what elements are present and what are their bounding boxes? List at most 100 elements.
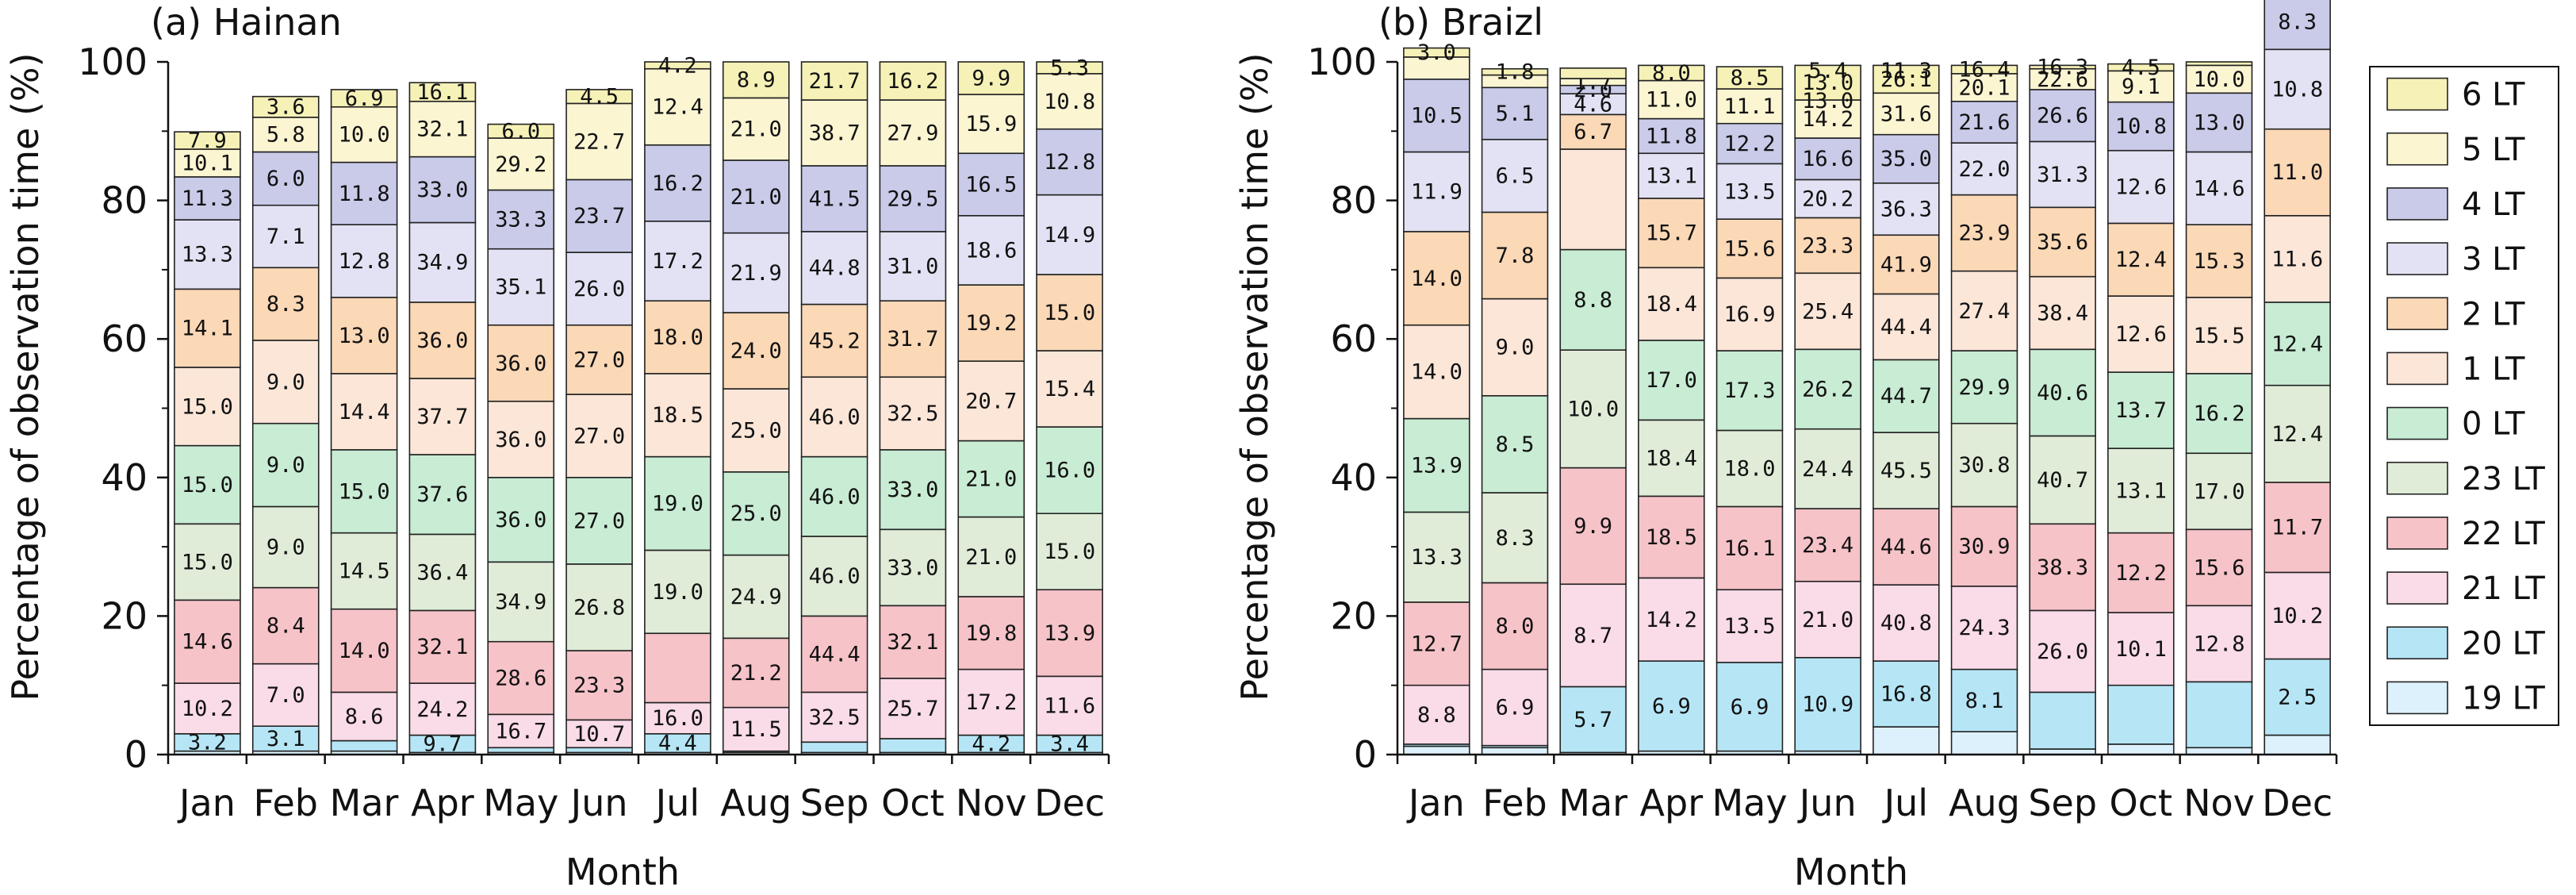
bar-segment-aug-5lt — [722, 97, 790, 161]
bar-data-label: 10.0 — [339, 123, 390, 148]
bar-data-label: 13.1 — [1646, 164, 1697, 189]
bar-data-label: 10.2 — [182, 697, 233, 721]
bar-segment-sep-20lt — [2029, 691, 2096, 750]
bar-data-label: 8.0 — [1652, 61, 1691, 86]
bar-data-label: 36.0 — [495, 428, 546, 452]
bar-segment-oct-22lt — [879, 605, 947, 679]
bar-data-label: 14.0 — [1411, 360, 1462, 385]
bar-data-label: 46.0 — [809, 485, 861, 509]
bar-data-label: 29.5 — [887, 186, 938, 211]
bar-segment-jun-4lt — [1794, 137, 1861, 181]
bar-segment-may-0lt — [487, 476, 555, 563]
bar-segment-jul-21lt — [1873, 584, 1940, 662]
bar-segment-sep-21lt — [2029, 609, 2096, 693]
bar-segment-jul-3lt — [1873, 182, 1940, 236]
bar-data-label: 12.4 — [2115, 248, 2167, 272]
bar-segment-feb-4lt — [1481, 86, 1549, 140]
bar-segment-jan-23lt — [1403, 511, 1470, 603]
bar-data-label: 23.9 — [1958, 221, 2010, 246]
bar-data-label: 21.9 — [730, 261, 782, 286]
bar-segment-dec-20lt — [2264, 658, 2331, 736]
bar-data-label: 16.8 — [1880, 682, 1932, 707]
bar-data-label: 13.3 — [1411, 545, 1462, 570]
bar-segment-feb-1lt — [1481, 298, 1549, 397]
panel-a-plot: 3.210.214.615.015.015.014.113.311.310.17… — [78, 40, 1110, 824]
bar-data-label: 32.1 — [416, 635, 468, 659]
bar-segment-aug-21lt — [722, 706, 790, 752]
bar-data-label: 18.4 — [1646, 292, 1697, 317]
bar-segment-aug-4lt — [1950, 100, 2018, 144]
bar-data-label: 24.4 — [1802, 457, 1853, 482]
bar-data-label: 8.7 — [1574, 624, 1612, 648]
bar-data-label: 5.1 — [1496, 102, 1535, 126]
bar-data-label: 23.4 — [1802, 533, 1853, 558]
bar-segment-aug-3lt — [1950, 142, 2018, 196]
bar-data-label: 13.0 — [1802, 89, 1853, 113]
bar-data-label: 27.0 — [573, 348, 625, 372]
bar-data-label: 9.0 — [266, 536, 305, 560]
bar-data-label: 6.0 — [501, 119, 540, 144]
bar-segment-aug-6lt — [722, 61, 790, 99]
bar-data-label: 7.9 — [188, 129, 227, 153]
legend-swatch — [2386, 351, 2448, 386]
bar-data-label: 36.4 — [416, 560, 468, 585]
bar-segment-may-20lt — [1715, 662, 1784, 752]
bar-data-label: 24.3 — [1958, 616, 2010, 640]
x-tick-label: Feb — [254, 782, 318, 824]
bar-segment-sep-21lt — [800, 691, 868, 743]
bar-segment-aug-2lt — [722, 312, 790, 390]
bar-data-label: 10.5 — [1411, 104, 1462, 129]
bar-segment-aug-22lt — [1950, 505, 2018, 587]
bar-segment-apr-22lt — [1638, 495, 1705, 579]
bar-data-label: 20.7 — [965, 389, 1017, 413]
bar-data-label: 13.0 — [339, 324, 390, 348]
bar-segment-jun-4lt — [565, 179, 633, 253]
bar-segment-jul-0lt — [644, 455, 711, 551]
bar-data-label: 7.1 — [266, 225, 305, 249]
bar-segment-dec-21lt — [1036, 675, 1103, 736]
bar-data-label: 31.6 — [1880, 102, 1932, 126]
legend-swatch — [2386, 406, 2448, 440]
x-tick-label: Jul — [654, 782, 700, 824]
bar-segment-aug-1lt — [722, 388, 790, 473]
bar-data-label: 9.0 — [266, 453, 305, 478]
legend-label: 5 LT — [2462, 132, 2525, 168]
legend-label: 19 LT — [2462, 680, 2545, 716]
bar-data-label: 4.2 — [972, 732, 1010, 756]
bar-segment-apr-6lt — [1638, 64, 1705, 82]
bar-segment-may-2lt — [1715, 218, 1784, 279]
bar-data-label: 14.6 — [182, 630, 233, 655]
legend-label: 3 LT — [2462, 241, 2525, 278]
bar-data-label: 21.0 — [730, 117, 782, 142]
bar-data-label: 33.0 — [887, 555, 938, 580]
bar-data-label: 4.6 — [1574, 92, 1612, 117]
bar-data-label: 21.2 — [730, 661, 782, 686]
bar-segment-oct-23lt — [2107, 448, 2175, 534]
bar-segment-feb-4lt — [251, 151, 320, 206]
bar-segment-oct-21lt — [2107, 612, 2175, 686]
bar-data-label: 11.6 — [1044, 693, 1095, 718]
bar-segment-dec-4lt — [2264, 0, 2331, 51]
bar-data-label: 9.9 — [1574, 514, 1612, 539]
bar-data-label: 34.9 — [495, 590, 546, 615]
bar-data-label: 13.9 — [1411, 454, 1462, 478]
bar-segment-nov-6lt — [2185, 61, 2253, 67]
bar-segment-mar-20lt — [1559, 686, 1627, 754]
bar-data-label: 6.9 — [1731, 695, 1769, 720]
bar-segment-dec-19lt — [2264, 734, 2331, 755]
bar-segment-apr-1lt — [408, 378, 477, 455]
bar-segment-jan-4lt — [1403, 79, 1470, 153]
bar-data-label: 32.1 — [887, 630, 938, 655]
legend: 6 LT 5 LT 4 LT 3 LT 2 LT 1 LT 0 LT 23 LT 22 LT 21… — [2369, 66, 2559, 726]
bar-data-label: 1.8 — [1496, 60, 1535, 85]
bar-data-label: 8.8 — [1574, 288, 1612, 313]
legend-swatch — [2386, 461, 2448, 495]
panel-b-plot: 8.8 12.7 13.3 13.9 14.0 14.0 11.9 10.5 3.0 6.9 8.0… — [1307, 0, 2338, 824]
bar-segment-oct-19lt — [2107, 743, 2175, 755]
bar-data-label: 10.2 — [2271, 604, 2323, 628]
bar-data-label: 9.0 — [1496, 336, 1535, 360]
bar-data-label: 11.5 — [730, 717, 782, 742]
bar-data-label: 5.3 — [1050, 56, 1089, 80]
x-tick-label: May — [1712, 782, 1787, 824]
bar-segment-jan-2lt — [174, 288, 241, 368]
